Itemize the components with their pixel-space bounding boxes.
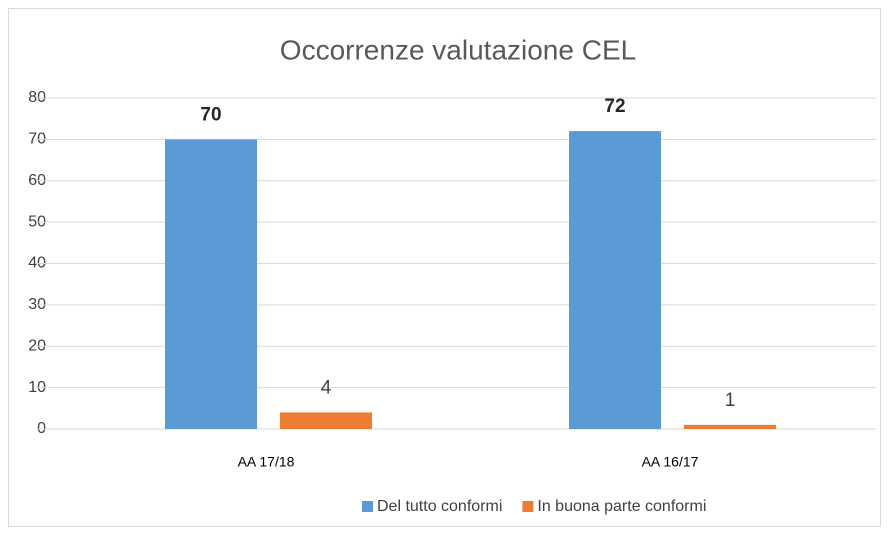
- x-tick-label: AA 16/17: [642, 454, 699, 470]
- data-label: 1: [725, 390, 736, 411]
- bar: [569, 131, 661, 429]
- bar: [165, 139, 257, 429]
- x-tick-label: AA 17/18: [238, 454, 295, 470]
- data-label: 70: [200, 104, 221, 125]
- bar: [684, 424, 776, 429]
- legend-label: In buona parte conformi: [537, 498, 706, 515]
- chart-frame: [8, 8, 881, 527]
- data-label: 4: [321, 377, 332, 398]
- bar: [280, 412, 372, 429]
- chart-title: Occorrenze valutazione CEL: [280, 34, 636, 65]
- legend-swatch: [522, 501, 534, 512]
- legend-label: Del tutto conformi: [377, 498, 502, 515]
- data-label: 72: [604, 96, 625, 117]
- legend-swatch: [362, 501, 373, 512]
